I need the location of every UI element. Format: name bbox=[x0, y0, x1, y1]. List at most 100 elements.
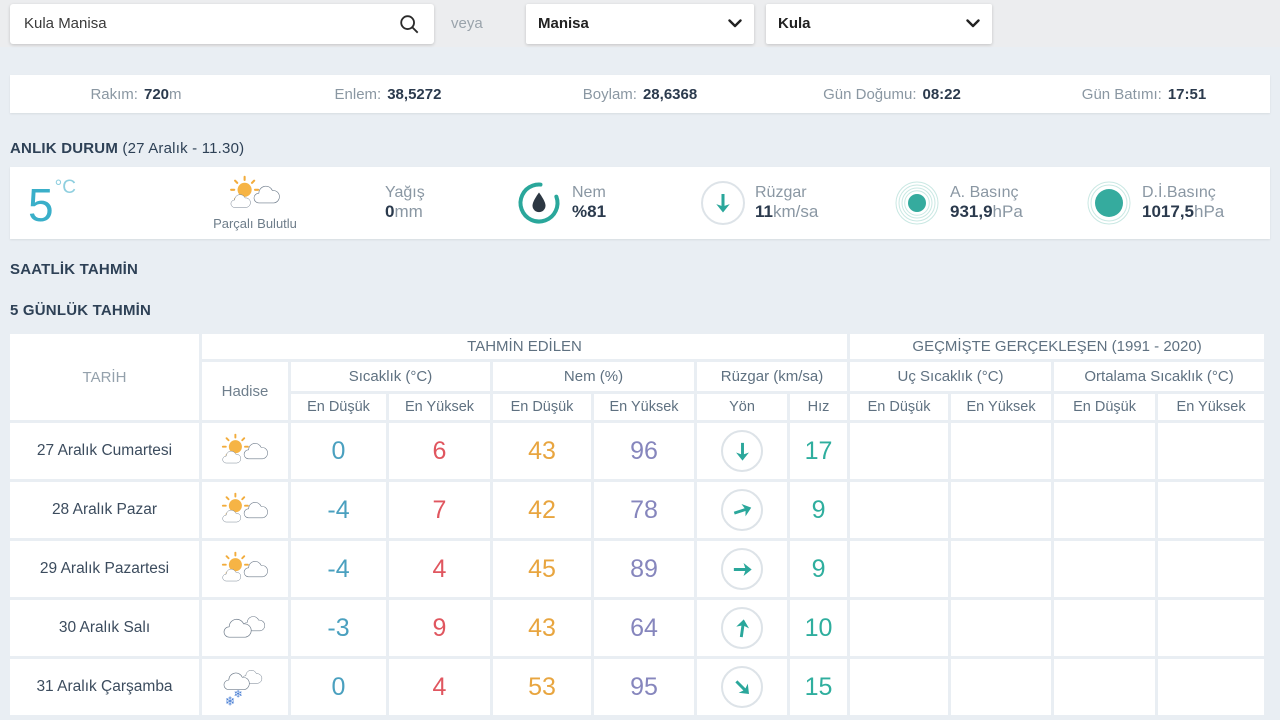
wind-direction-circle bbox=[701, 181, 745, 225]
ext-min-cell bbox=[850, 541, 949, 597]
header-predicted: TAHMİN EDİLEN bbox=[202, 334, 848, 359]
forecast-table: TARİH TAHMİN EDİLEN GEÇMİŞTE GERÇEKLEŞEN… bbox=[7, 331, 1267, 718]
forecast-row: 30 Aralık Salı -3 9 43 64 10 bbox=[10, 600, 1265, 656]
weather-event-cell bbox=[202, 482, 288, 538]
row-date: 31 Aralık Çarşamba bbox=[10, 659, 199, 715]
current-condition: Parçalı Bulutlu bbox=[196, 175, 314, 231]
header-ext-highest: En Yüksek bbox=[951, 394, 1052, 420]
province-selected-value: Manisa bbox=[538, 15, 589, 32]
forecast-row: 29 Aralık Pazartesi -4 4 45 89 9 bbox=[10, 541, 1265, 597]
temp-max: 9 bbox=[389, 600, 490, 656]
header-wind: Rüzgar (km/sa) bbox=[697, 362, 848, 391]
ext-min-cell bbox=[850, 482, 949, 538]
wind-direction-arrow-icon bbox=[735, 442, 749, 461]
hum-max: 95 bbox=[594, 659, 694, 715]
ext-min-cell bbox=[850, 600, 949, 656]
altitude-info: Rakım: 720m bbox=[90, 85, 182, 103]
wind-speed: 15 bbox=[790, 659, 848, 715]
hum-min: 53 bbox=[493, 659, 591, 715]
partly-cloudy-icon bbox=[221, 433, 268, 463]
sunrise-info: Gün Doğumu: 08:22 bbox=[823, 85, 961, 103]
avg-min-cell bbox=[1054, 423, 1156, 479]
chevron-down-icon bbox=[966, 19, 980, 28]
header-event: Hadise bbox=[202, 362, 288, 420]
weather-event-cell bbox=[202, 423, 288, 479]
header-hum-lowest: En Düşük bbox=[493, 394, 591, 420]
temp-min: -3 bbox=[291, 600, 386, 656]
wind-speed: 9 bbox=[790, 482, 848, 538]
location-search-box[interactable] bbox=[10, 3, 434, 44]
avg-max-cell bbox=[1158, 541, 1265, 597]
hum-max: 64 bbox=[594, 600, 694, 656]
latitude-info: Enlem: 38,5272 bbox=[334, 85, 442, 103]
province-select[interactable]: Manisa bbox=[526, 3, 754, 44]
hum-max: 78 bbox=[594, 482, 694, 538]
hum-min: 43 bbox=[493, 423, 591, 479]
wind-direction-arrow-icon bbox=[731, 676, 754, 699]
wind-direction-arrow-icon bbox=[733, 562, 752, 576]
hum-max: 89 bbox=[594, 541, 694, 597]
or-label: veya bbox=[451, 15, 483, 32]
district-select[interactable]: Kula bbox=[766, 3, 992, 44]
avg-max-cell bbox=[1158, 482, 1265, 538]
sunset-info: Gün Batımı: 17:51 bbox=[1081, 85, 1207, 103]
header-hum-highest: En Yüksek bbox=[594, 394, 694, 420]
wind-direction-cell bbox=[697, 541, 787, 597]
header-average-temp: Ortalama Sıcaklık (°C) bbox=[1054, 362, 1265, 391]
row-date: 30 Aralık Salı bbox=[10, 600, 199, 656]
forecast-row: 27 Aralık Cumartesi 0 6 43 96 17 bbox=[10, 423, 1265, 479]
header-wind-speed: Hız bbox=[790, 394, 848, 420]
header-date: TARİH bbox=[10, 334, 199, 420]
temp-min: 0 bbox=[291, 659, 386, 715]
header-temperature: Sıcaklık (°C) bbox=[291, 362, 490, 391]
current-temperature: 5°C bbox=[28, 177, 76, 231]
avg-min-cell bbox=[1054, 600, 1156, 656]
district-selected-value: Kula bbox=[778, 15, 811, 32]
header-humidity: Nem (%) bbox=[493, 362, 694, 391]
chevron-down-icon bbox=[728, 19, 742, 28]
ext-max-cell bbox=[951, 423, 1052, 479]
header-temp-lowest: En Düşük bbox=[291, 394, 386, 420]
hum-max: 96 bbox=[594, 423, 694, 479]
temp-min: -4 bbox=[291, 541, 386, 597]
temp-min: -4 bbox=[291, 482, 386, 538]
avg-min-cell bbox=[1054, 541, 1156, 597]
header-historical: GEÇMİŞTE GERÇEKLEŞEN (1991 - 2020) bbox=[850, 334, 1265, 359]
ext-max-cell bbox=[951, 600, 1052, 656]
search-icon bbox=[400, 14, 419, 33]
wind-direction-cell bbox=[697, 423, 787, 479]
hum-min: 43 bbox=[493, 600, 591, 656]
wind-direction-arrow-icon bbox=[734, 618, 750, 638]
snowflake-glyph: ❄ bbox=[233, 689, 242, 701]
partly-cloudy-icon bbox=[221, 492, 268, 522]
temperature-unit: °C bbox=[54, 177, 76, 198]
ext-min-cell bbox=[850, 659, 949, 715]
longitude-info: Boylam: 28,6368 bbox=[582, 85, 698, 103]
avg-min-cell bbox=[1054, 659, 1156, 715]
sea-level-pressure-metric: D.İ.Basınç 1017,5hPa bbox=[1086, 180, 1224, 226]
weather-event-cell bbox=[202, 541, 288, 597]
wind-speed: 9 bbox=[790, 541, 848, 597]
wind-direction-cell bbox=[697, 600, 787, 656]
search-input[interactable] bbox=[24, 15, 394, 32]
ext-max-cell bbox=[951, 659, 1052, 715]
weather-event-cell: ❄ ❄ bbox=[202, 659, 288, 715]
humidity-ring-droplet-icon bbox=[518, 182, 560, 224]
search-button[interactable] bbox=[394, 9, 424, 39]
header-avg-lowest: En Düşük bbox=[1054, 394, 1156, 420]
current-conditions-card: 5°C Parçalı Bulutlu Yağış 0mm Nem %81 bbox=[10, 167, 1270, 239]
station-info-bar: Rakım: 720m Enlem: 38,5272 Boylam: 28,6368 … bbox=[10, 75, 1270, 113]
header-extreme-temp: Uç Sıcaklık (°C) bbox=[850, 362, 1052, 391]
partly-cloudy-icon bbox=[221, 551, 268, 581]
current-section-title: ANLIK DURUM (27 Aralık - 11.30) bbox=[10, 140, 245, 157]
actual-pressure-metric: A. Basınç 931,9hPa bbox=[894, 180, 1023, 226]
avg-min-cell bbox=[1054, 482, 1156, 538]
precipitation-metric: Yağış 0mm bbox=[385, 184, 425, 222]
wind-speed: 17 bbox=[790, 423, 848, 479]
header-wind-direction: Yön bbox=[697, 394, 787, 420]
row-date: 28 Aralık Pazar bbox=[10, 482, 199, 538]
daily-forecast-title: 5 GÜNLÜK TAHMİN bbox=[10, 302, 152, 319]
wind-direction-cell bbox=[697, 482, 787, 538]
hum-min: 42 bbox=[493, 482, 591, 538]
snowflake-glyph: ❄ bbox=[225, 694, 235, 707]
